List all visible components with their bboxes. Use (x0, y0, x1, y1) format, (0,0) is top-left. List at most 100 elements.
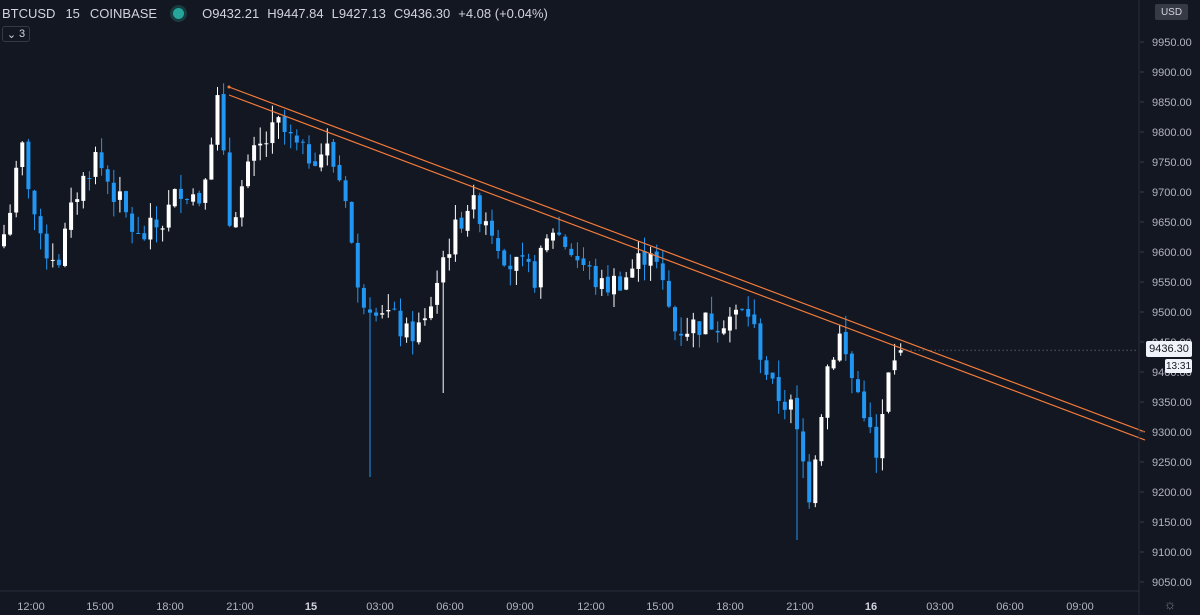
legend-interval[interactable]: 15 (65, 5, 80, 21)
candle-body[interactable] (136, 232, 141, 234)
candle-body[interactable] (880, 414, 885, 459)
candle-body[interactable] (483, 221, 488, 226)
candle-body[interactable] (740, 308, 745, 310)
candle-body[interactable] (801, 431, 806, 462)
candle-body[interactable] (843, 331, 848, 355)
candle-body[interactable] (898, 350, 903, 353)
candle-body[interactable] (825, 366, 830, 418)
currency-badge[interactable]: USD (1155, 4, 1188, 20)
candle-body[interactable] (307, 144, 311, 164)
candle-body[interactable] (551, 232, 555, 241)
candle-body[interactable] (386, 310, 391, 312)
candle-body[interactable] (544, 238, 549, 251)
settings-gear-icon[interactable]: ☼ (1163, 596, 1177, 612)
candle-body[interactable] (14, 167, 19, 213)
candle-body[interactable] (148, 217, 153, 240)
candle-body[interactable] (117, 191, 122, 200)
candle-body[interactable] (813, 459, 818, 504)
candle-body[interactable] (325, 143, 330, 156)
candle-body[interactable] (605, 276, 610, 293)
candle-body[interactable] (416, 322, 421, 343)
candle-body[interactable] (392, 308, 397, 310)
candle-body[interactable] (508, 265, 513, 270)
candle-body[interactable] (441, 257, 446, 283)
candle-body[interactable] (191, 194, 196, 202)
market-status-icon[interactable] (173, 7, 185, 19)
candle-body[interactable] (215, 95, 220, 145)
candle-body[interactable] (154, 219, 159, 228)
indicators-collapse-button[interactable]: ⌄ 3 (2, 26, 30, 42)
trendline-anchor[interactable] (227, 85, 231, 89)
candle-body[interactable] (569, 248, 574, 256)
candle-body[interactable] (514, 256, 519, 271)
candle-body[interactable] (69, 202, 74, 230)
candle-body[interactable] (331, 141, 336, 167)
candle-body[interactable] (782, 401, 787, 410)
candle-body[interactable] (50, 259, 55, 261)
candle-body[interactable] (349, 201, 354, 243)
candle-body[interactable] (38, 216, 43, 234)
candle-body[interactable] (575, 256, 580, 261)
candle-body[interactable] (520, 255, 525, 257)
candle-body[interactable] (599, 278, 604, 289)
candle-body[interactable] (252, 145, 257, 161)
candle-body[interactable] (490, 220, 494, 236)
candle-body[interactable] (709, 313, 714, 330)
candle-body[interactable] (404, 323, 409, 338)
candle-body[interactable] (624, 277, 629, 290)
candle-body[interactable] (673, 307, 677, 332)
candle-body[interactable] (422, 318, 427, 321)
candle-body[interactable] (130, 213, 135, 232)
legend-exchange[interactable]: COINBASE (89, 5, 158, 21)
candle-body[interactable] (355, 242, 360, 288)
candle-body[interactable] (447, 254, 452, 258)
candle-body[interactable] (502, 250, 507, 266)
candle-body[interactable] (618, 276, 623, 291)
candle-body[interactable] (313, 161, 318, 166)
candle-body[interactable] (526, 258, 531, 262)
candle-body[interactable] (563, 236, 568, 247)
trendline-upper[interactable] (228, 86, 1146, 433)
candle-body[interactable] (294, 135, 299, 143)
candle-body[interactable] (276, 117, 281, 123)
candle-body[interactable] (587, 265, 592, 267)
candle-body[interactable] (239, 186, 244, 218)
candle-body[interactable] (862, 391, 867, 419)
candle-body[interactable] (197, 192, 202, 204)
trendline-lower[interactable] (228, 94, 1146, 441)
candle-body[interactable] (93, 152, 98, 177)
candle-body[interactable] (459, 217, 464, 229)
candle-body[interactable] (837, 333, 842, 361)
candle-body[interactable] (697, 321, 702, 335)
candle-body[interactable] (666, 280, 671, 307)
candle-body[interactable] (642, 251, 647, 265)
candle-body[interactable] (63, 228, 67, 266)
candle-body[interactable] (2, 234, 6, 247)
candle-body[interactable] (8, 212, 13, 235)
candle-body[interactable] (270, 122, 275, 144)
candle-body[interactable] (105, 169, 110, 182)
candle-body[interactable] (636, 253, 641, 269)
candle-body[interactable] (831, 359, 836, 369)
candle-body[interactable] (172, 189, 177, 207)
candle-body[interactable] (856, 379, 860, 393)
candle-body[interactable] (209, 144, 214, 180)
candle-body[interactable] (319, 154, 324, 168)
candle-body[interactable] (124, 191, 128, 213)
candle-body[interactable] (581, 258, 586, 266)
candle-body[interactable] (660, 263, 665, 281)
candle-body[interactable] (178, 188, 183, 199)
candle-body[interactable] (477, 195, 482, 225)
candle-body[interactable] (410, 321, 415, 342)
candle-body[interactable] (44, 233, 49, 259)
candle-body[interactable] (166, 204, 171, 228)
candle-body[interactable] (111, 182, 116, 202)
candle-body[interactable] (819, 417, 824, 462)
candle-body[interactable] (746, 308, 751, 317)
candle-body[interactable] (282, 116, 287, 133)
candle-body[interactable] (496, 238, 501, 251)
candle-body[interactable] (807, 461, 812, 503)
candle-body[interactable] (380, 313, 385, 315)
candle-body[interactable] (752, 314, 757, 325)
